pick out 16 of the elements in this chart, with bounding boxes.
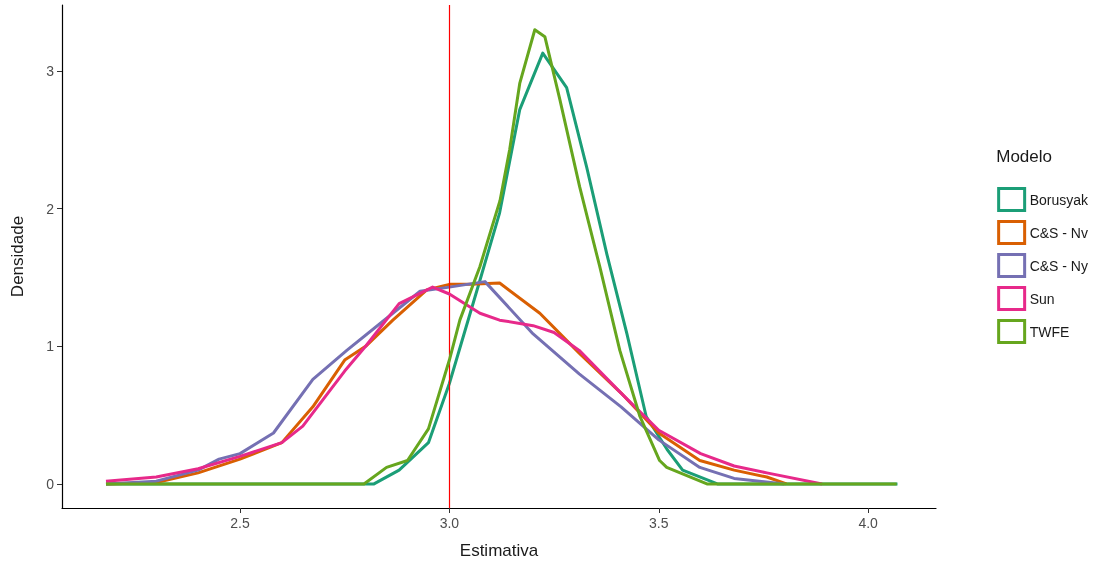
x-axis-title: Estimativa [459, 541, 539, 560]
legend-label: Sun [1029, 290, 1055, 307]
legend-label: Borusyak [1029, 191, 1089, 208]
x-tick-label: 2.5 [230, 515, 250, 531]
legend-label: C&S - Nv [1029, 224, 1088, 241]
x-tick-label: 3.0 [439, 515, 460, 531]
y-tick-label: 0 [46, 475, 55, 492]
y-tick-label: 2 [46, 200, 55, 217]
legend-label: C&S - Ny [1029, 257, 1088, 274]
x-tick-label: 3.5 [649, 515, 669, 531]
y-tick-label: 1 [46, 338, 55, 355]
x-tick-label: 4.0 [858, 515, 879, 531]
legend-title: Modelo [996, 147, 1053, 166]
legend-label: TWFE [1029, 323, 1070, 340]
y-axis-title: Densidade [8, 215, 27, 298]
y-tick-label: 3 [46, 63, 55, 80]
